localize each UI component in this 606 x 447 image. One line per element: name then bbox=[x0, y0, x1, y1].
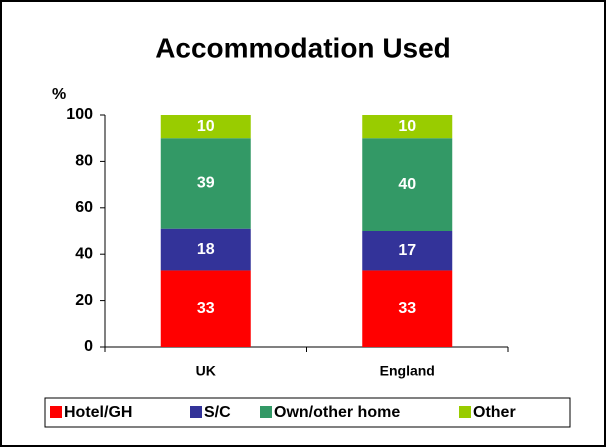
legend-label: Own/other home bbox=[274, 404, 400, 421]
y-tick-label: 0 bbox=[84, 338, 93, 355]
y-tick-label: 20 bbox=[75, 292, 93, 309]
data-label: 39 bbox=[197, 175, 215, 192]
legend-swatch bbox=[260, 406, 272, 418]
legend-box bbox=[44, 397, 571, 428]
data-label: 33 bbox=[197, 300, 215, 317]
bar-segment bbox=[160, 228, 251, 271]
bar-segment bbox=[362, 115, 453, 139]
bar-segment bbox=[362, 138, 453, 231]
legend-label: Other bbox=[473, 404, 516, 421]
data-label: 18 bbox=[197, 241, 215, 258]
y-tick-label: 100 bbox=[66, 106, 93, 123]
bar-segment bbox=[160, 270, 251, 347]
legend-swatch bbox=[190, 406, 202, 418]
bar-segment bbox=[160, 115, 251, 139]
y-tick-label: 40 bbox=[75, 245, 93, 262]
data-label: 17 bbox=[398, 242, 416, 259]
legend-swatch bbox=[459, 406, 471, 418]
data-label: 10 bbox=[398, 118, 416, 135]
legend-label: S/C bbox=[204, 404, 231, 421]
legend-swatch bbox=[50, 406, 62, 418]
y-tick-label: 80 bbox=[75, 153, 93, 170]
bar-segment bbox=[362, 231, 453, 271]
data-label: 33 bbox=[398, 300, 416, 317]
y-axis-label: % bbox=[52, 86, 66, 103]
x-tick-label: UK bbox=[196, 363, 216, 379]
bar-segment bbox=[160, 138, 251, 229]
y-tick-label: 60 bbox=[75, 199, 93, 216]
data-label: 10 bbox=[197, 118, 215, 135]
legend-label: Hotel/GH bbox=[64, 404, 132, 421]
x-tick-label: England bbox=[380, 363, 435, 379]
chart-title: Accommodation Used bbox=[155, 32, 451, 63]
data-label: 40 bbox=[398, 176, 416, 193]
bar-segment bbox=[362, 270, 453, 347]
